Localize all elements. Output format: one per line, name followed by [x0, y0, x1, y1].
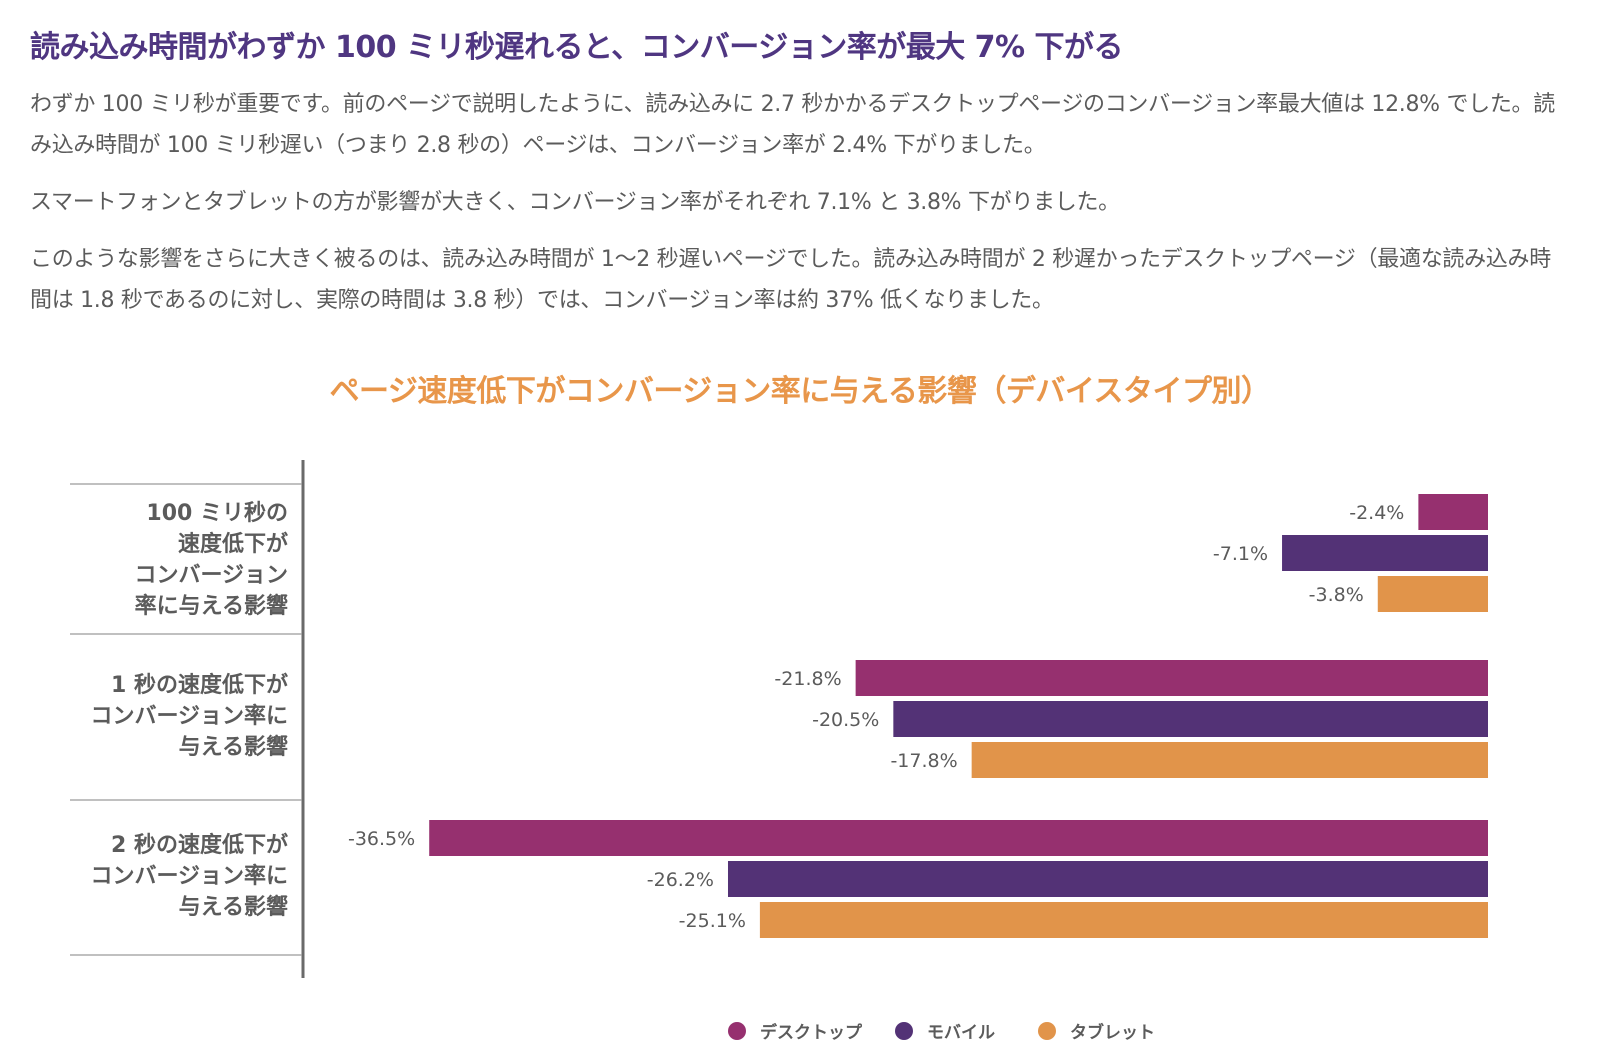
bar-mobile-1 — [893, 701, 1488, 737]
category-label-0: 100 ミリ秒の速度低下がコンバージョン 率に与える影響 — [40, 498, 288, 622]
category-label-2: 2 秒の速度低下がコンバージョン率に与える影響 — [40, 830, 288, 923]
bar-label-tablet-2: -25.1% — [679, 910, 746, 932]
bar-label-mobile-1: -20.5% — [812, 709, 879, 731]
bar-label-mobile-0: -7.1% — [1213, 543, 1268, 565]
legend-swatch-mobile — [895, 1021, 913, 1040]
category-label-1-line-1: コンバージョン率に — [90, 704, 288, 729]
chart-title: ページ速度低下がコンバージョン率に与える影響（デバイスタイプ別） — [329, 374, 1272, 409]
paragraph-1: わずか 100 ミリ秒が重要です。前のページで説明したように、読み込みに 2.7… — [30, 92, 1555, 158]
category-label-0-line-2: コンバージョン — [134, 563, 288, 588]
legend-item-tablet: タブレット — [1038, 1018, 1155, 1043]
legend-swatch-tablet — [1038, 1021, 1056, 1040]
bar-tablet-1 — [971, 742, 1488, 778]
legend-item-desktop: デスクトップ — [728, 1018, 862, 1043]
bar-label-desktop-1: -21.8% — [774, 668, 841, 690]
chart-legend: デスクトップ モバイル タブレット — [0, 1018, 1600, 1048]
category-label-1-line-0: 1 秒の速度低下が — [111, 673, 288, 698]
category-label-1-line-2: 与える影響 — [178, 735, 288, 760]
bar-desktop-0 — [1418, 494, 1488, 530]
legend-label-tablet: タブレット — [1070, 1023, 1155, 1043]
category-label-2-line-1: コンバージョン率に — [90, 864, 288, 889]
bar-label-mobile-2: -26.2% — [647, 869, 714, 891]
category-label-1: 1 秒の速度低下がコンバージョン率に与える影響 — [40, 670, 288, 763]
category-label-2-line-2: 与える影響 — [178, 895, 288, 920]
bar-tablet-0 — [1377, 576, 1488, 612]
legend-swatch-desktop — [728, 1021, 746, 1040]
page-headline: 読み込み時間がわずか 100 ミリ秒遅れると、コンバージョン率が最大 7% 下が… — [30, 30, 1124, 65]
bar-label-desktop-2: -36.5% — [348, 828, 415, 850]
bar-desktop-1 — [855, 660, 1488, 696]
category-label-0-line-0: 100 ミリ秒の — [146, 501, 288, 526]
category-label-0-line-1: 速度低下が — [177, 532, 288, 557]
bar-desktop-2 — [429, 820, 1488, 856]
legend-item-mobile: モバイル — [895, 1018, 995, 1043]
bar-mobile-2 — [727, 861, 1488, 897]
bar-mobile-0 — [1282, 535, 1488, 571]
legend-label-desktop: デスクトップ — [760, 1023, 862, 1043]
bar-label-desktop-0: -2.4% — [1349, 502, 1404, 524]
bar-label-tablet-1: -17.8% — [890, 750, 957, 772]
bar-tablet-2 — [759, 902, 1488, 938]
category-label-0-line-3: 率に与える影響 — [134, 594, 288, 619]
legend-label-mobile: モバイル — [927, 1023, 995, 1043]
paragraph-2: スマートフォンとタブレットの方が影響が大きく、コンバージョン率がそれぞれ 7.1… — [30, 190, 1120, 215]
category-label-2-line-0: 2 秒の速度低下が — [111, 833, 288, 858]
paragraph-3: このような影響をさらに大きく被るのは、読み込み時間が 1〜2 秒遅いページでした… — [30, 247, 1551, 313]
bar-label-tablet-0: -3.8% — [1309, 584, 1364, 606]
